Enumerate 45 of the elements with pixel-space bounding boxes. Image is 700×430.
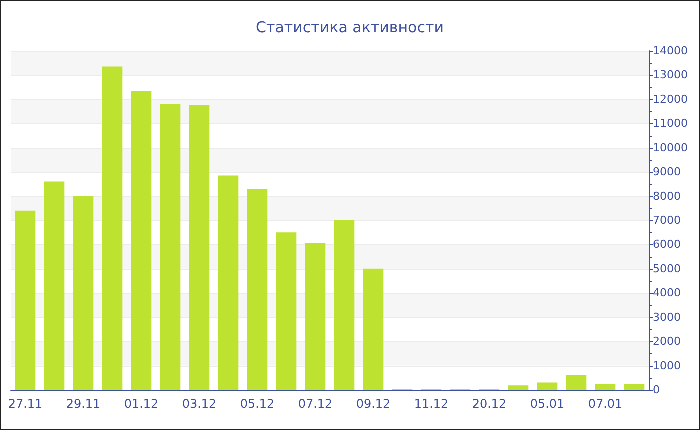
x-tick-label: 07.12 xyxy=(298,397,333,411)
y-tick-label: 9000 xyxy=(653,166,681,179)
y-tick-label: 6000 xyxy=(653,238,681,252)
bar xyxy=(247,189,268,390)
bar xyxy=(595,384,616,390)
y-tick-label: 5000 xyxy=(653,262,681,276)
x-tick-label: 11.12 xyxy=(414,397,449,411)
bar xyxy=(508,386,529,390)
y-tick-label: 10000 xyxy=(653,141,688,154)
y-tick-label: 4000 xyxy=(653,286,681,300)
x-tick-label: 03.12 xyxy=(182,397,217,411)
bar xyxy=(566,375,587,390)
y-tick-label: 12000 xyxy=(653,92,688,106)
x-tick-label: 09.12 xyxy=(356,397,391,411)
bar xyxy=(160,104,181,390)
x-tick-label: 29.11 xyxy=(66,397,101,411)
y-tick-label: 3000 xyxy=(653,310,681,324)
x-tick-label: 01.12 xyxy=(124,397,159,411)
bar xyxy=(624,384,645,390)
y-tick-label: 0 xyxy=(653,384,660,396)
y-tick-label: 1000 xyxy=(653,359,681,372)
y-tick-label: 14000 xyxy=(653,44,688,58)
chart-title: Статистика активности xyxy=(256,18,444,36)
y-tick-label: 2000 xyxy=(653,335,681,348)
y-tick-label: 13000 xyxy=(653,68,688,82)
x-tick-label: 20.12 xyxy=(472,397,507,411)
y-tick-label: 7000 xyxy=(653,214,681,227)
y-tick-label: 8000 xyxy=(653,190,681,203)
bar xyxy=(73,196,94,390)
bar xyxy=(15,210,36,390)
bar xyxy=(218,176,239,390)
x-tick-label: 05.01 xyxy=(530,397,565,411)
bar xyxy=(537,382,558,390)
bar xyxy=(102,66,123,390)
y-tick-label: 11000 xyxy=(653,117,688,130)
bar xyxy=(305,244,326,390)
bar xyxy=(276,232,297,390)
bar xyxy=(44,182,65,390)
bar xyxy=(363,268,384,390)
x-tick-label: 27.11 xyxy=(8,397,43,411)
bar xyxy=(334,220,355,390)
bar xyxy=(189,105,210,390)
x-tick-label: 05.12 xyxy=(240,397,275,411)
x-tick-label: 07.01 xyxy=(588,397,623,411)
bar xyxy=(131,90,152,390)
